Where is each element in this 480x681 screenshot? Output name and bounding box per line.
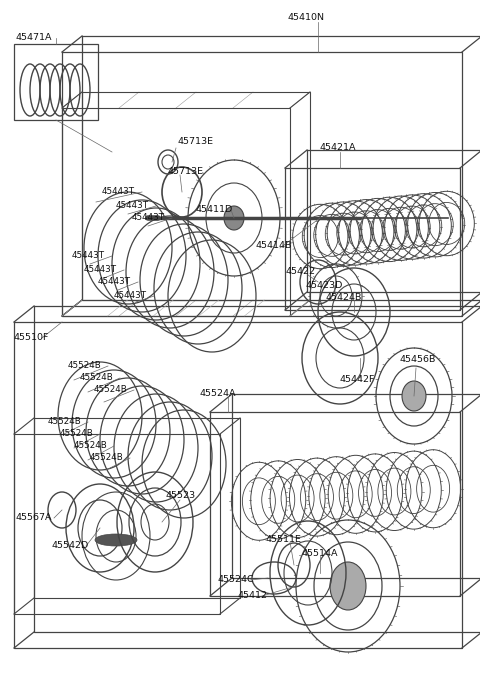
Text: 45456B: 45456B <box>400 355 436 364</box>
Text: 45524B: 45524B <box>74 441 108 451</box>
Ellipse shape <box>402 381 426 411</box>
Text: 45412: 45412 <box>238 592 268 601</box>
Text: 45524C: 45524C <box>218 575 254 584</box>
Text: 45524B: 45524B <box>94 385 128 394</box>
Text: 45443T: 45443T <box>116 202 149 210</box>
Ellipse shape <box>224 206 244 230</box>
Text: 45524A: 45524A <box>200 390 237 398</box>
Text: 45511E: 45511E <box>266 535 302 545</box>
Text: 45421A: 45421A <box>320 144 357 153</box>
Ellipse shape <box>95 534 137 546</box>
Text: 45443T: 45443T <box>98 277 131 287</box>
Text: 45411D: 45411D <box>195 206 232 215</box>
Text: 45423D: 45423D <box>306 281 343 289</box>
Text: 45443T: 45443T <box>102 187 135 197</box>
Text: 45422: 45422 <box>286 268 316 276</box>
Text: 45443T: 45443T <box>84 266 117 274</box>
Text: 45524B: 45524B <box>68 362 102 370</box>
Text: 45524B: 45524B <box>80 373 114 383</box>
Text: 45443T: 45443T <box>114 291 147 300</box>
Text: 45443T: 45443T <box>132 214 165 223</box>
Text: 45414B: 45414B <box>255 242 291 251</box>
Text: 45510F: 45510F <box>14 334 49 343</box>
Text: 45713E: 45713E <box>168 168 204 176</box>
Text: 45523: 45523 <box>166 492 196 501</box>
Text: 45410N: 45410N <box>288 14 325 22</box>
Text: 45567A: 45567A <box>16 513 52 522</box>
Text: 45471A: 45471A <box>16 33 52 42</box>
Ellipse shape <box>330 562 366 610</box>
Text: 45514A: 45514A <box>302 548 338 558</box>
Text: 45542D: 45542D <box>52 541 89 550</box>
Text: 45524B: 45524B <box>48 417 82 426</box>
Text: 45443T: 45443T <box>72 251 105 261</box>
Text: 45424B: 45424B <box>326 294 362 302</box>
Text: 45524B: 45524B <box>60 430 94 439</box>
Text: 45442F: 45442F <box>340 375 375 385</box>
Text: 45713E: 45713E <box>178 138 214 146</box>
Text: 45524B: 45524B <box>90 454 124 462</box>
